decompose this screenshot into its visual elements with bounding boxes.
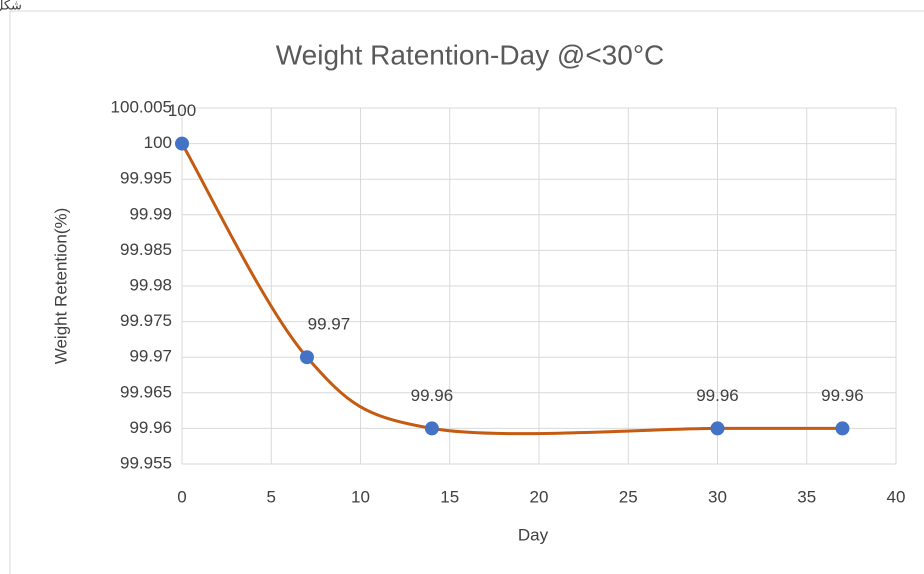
data-point bbox=[424, 421, 439, 436]
data-label: 99.96 bbox=[696, 386, 739, 405]
x-tick-label: 15 bbox=[440, 487, 459, 506]
x-tick-label: 20 bbox=[530, 487, 549, 506]
y-axis-label: Weight Retention(%) bbox=[51, 208, 70, 365]
data-point bbox=[835, 421, 850, 436]
data-label: 100 bbox=[168, 101, 196, 120]
y-tick-label: 99.995 bbox=[120, 169, 172, 188]
data-label: 99.96 bbox=[411, 386, 454, 405]
x-tick-label: 25 bbox=[619, 487, 638, 506]
y-tick-label: 99.99 bbox=[129, 204, 172, 223]
x-tick-label: 10 bbox=[351, 487, 370, 506]
data-point bbox=[175, 136, 189, 151]
y-tick-label: 99.98 bbox=[129, 275, 172, 294]
y-tick-label: 99.96 bbox=[129, 418, 172, 437]
x-axis-label: Day bbox=[518, 525, 549, 544]
y-tick-label: 100 bbox=[144, 133, 172, 152]
data-label: 99.97 bbox=[308, 315, 351, 334]
y-tick-label: 100.005 bbox=[111, 97, 172, 116]
x-tick-label: 0 bbox=[177, 487, 186, 506]
x-tick-label: 5 bbox=[267, 487, 276, 506]
caption: شكل bbox=[0, 0, 22, 12]
y-tick-label: 99.985 bbox=[120, 240, 172, 259]
x-tick-label: 30 bbox=[708, 487, 727, 506]
data-line bbox=[180, 142, 843, 436]
chart-title: Weight Ratention-Day @<30°C bbox=[276, 39, 665, 70]
y-tick-label: 99.97 bbox=[129, 347, 172, 366]
y-tick-label: 99.965 bbox=[120, 382, 172, 401]
y-tick-label: 99.975 bbox=[120, 311, 172, 330]
x-tick-label: 40 bbox=[887, 487, 906, 506]
data-label: 99.96 bbox=[821, 386, 864, 405]
x-tick-label: 35 bbox=[797, 487, 816, 506]
data-point bbox=[710, 421, 725, 436]
y-tick-label: 99.955 bbox=[120, 453, 172, 472]
data-point bbox=[299, 350, 314, 365]
